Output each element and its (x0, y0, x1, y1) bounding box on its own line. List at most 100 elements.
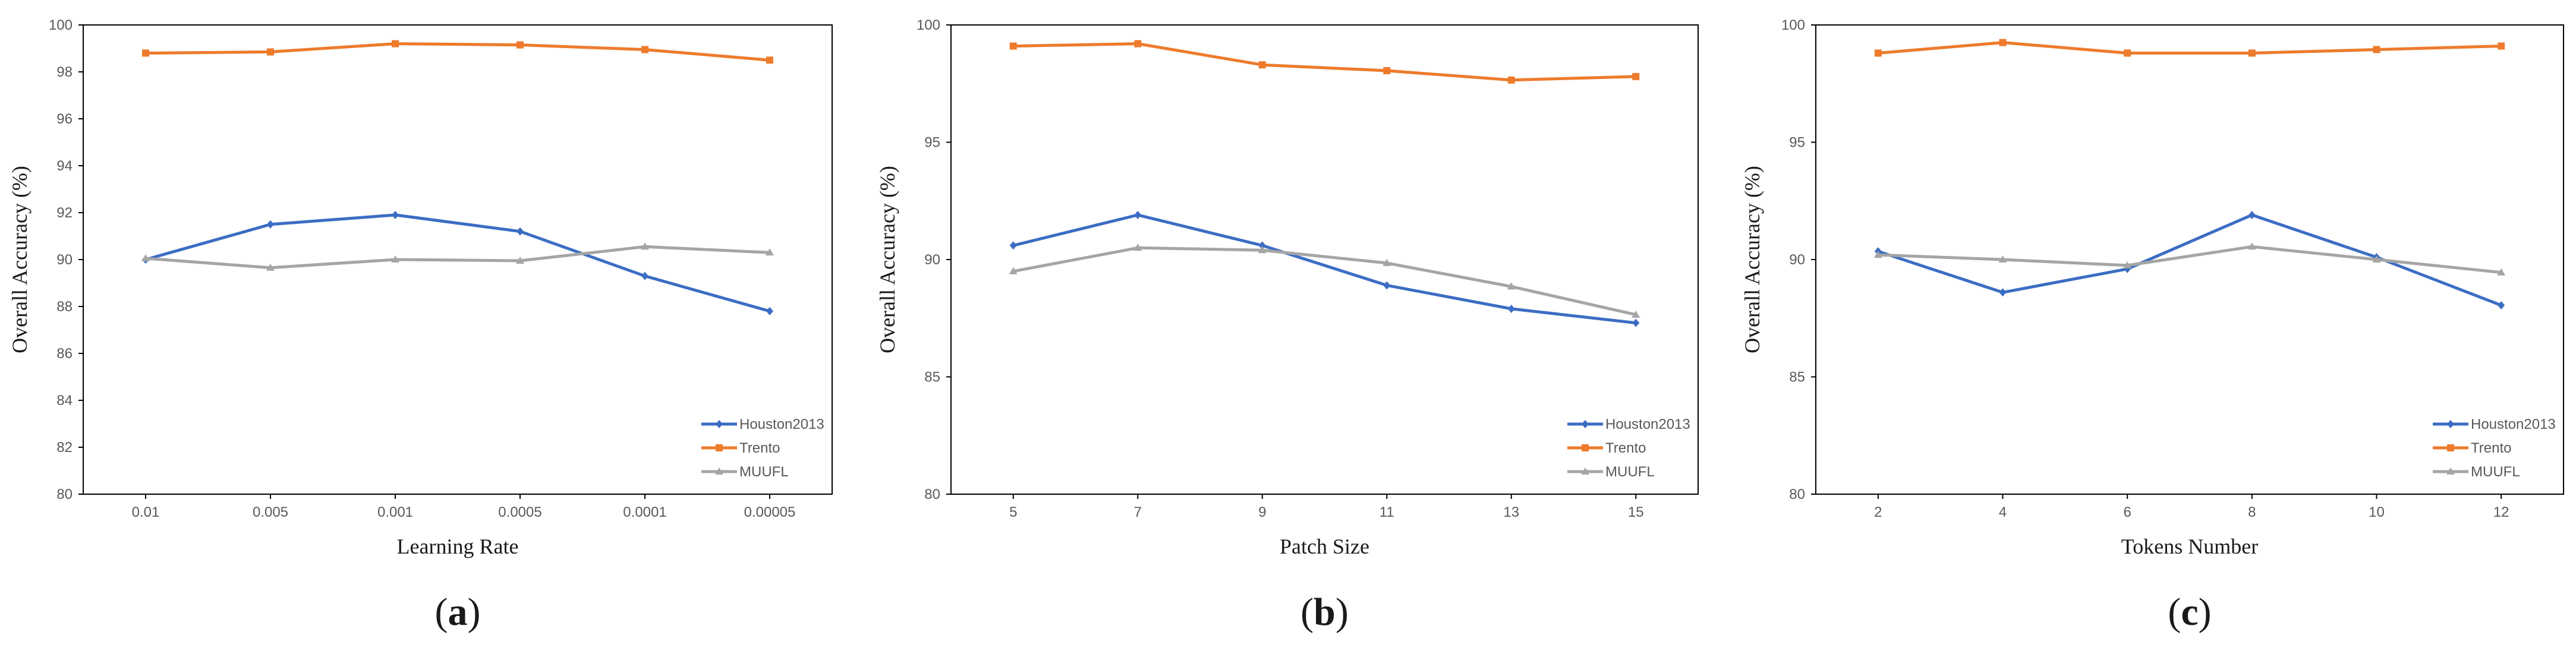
legend-label: MUUFL (2471, 464, 2520, 480)
data-point (267, 220, 274, 229)
chart-panel-b: 80 85 90 95 100 5 7 9 11 13 15 Patch Size Overall Ac… (876, 17, 1699, 634)
legend-marker (2447, 444, 2454, 451)
data-point (517, 227, 524, 236)
data-point (392, 210, 399, 219)
data-point (766, 56, 773, 64)
x-tick-label: 10 (2369, 504, 2385, 520)
data-point (1134, 40, 1142, 48)
panel-label-letter: b (1314, 590, 1336, 634)
panel-label-close: ) (468, 590, 481, 634)
x-tick-label: 13 (1503, 504, 1519, 520)
legend-label: Houston2013 (2471, 416, 2556, 432)
legend-label: Houston2013 (739, 416, 824, 432)
legend-marker (716, 444, 723, 451)
legend-marker (716, 420, 723, 428)
panel-label-letter: c (2181, 590, 2198, 634)
data-point (2372, 255, 2381, 263)
series-houston2013 (1874, 210, 2505, 310)
data-point (1507, 76, 1515, 84)
y-tick-label: 80 (56, 486, 73, 502)
series-line (145, 42, 770, 62)
series-line (145, 213, 770, 313)
data-point (2248, 210, 2256, 219)
data-point (1383, 67, 1391, 75)
x-tick-label: 15 (1628, 504, 1644, 520)
x-tick-label: 8 (2248, 504, 2256, 520)
x-tick-label: 7 (1134, 504, 1142, 520)
legend-marker (2447, 420, 2454, 428)
data-point (641, 46, 648, 53)
data-point (1258, 61, 1266, 69)
data-point (1632, 310, 1640, 318)
data-point (2124, 49, 2131, 57)
x-axis-title: Tokens Number (2121, 535, 2258, 558)
panel-label-letter: a (448, 590, 468, 634)
y-tick-label: 85 (924, 369, 940, 385)
data-point (2247, 242, 2256, 250)
x-tick-label: 0.001 (377, 504, 413, 520)
x-tick-label: 0.005 (253, 504, 288, 520)
data-point (1507, 304, 1515, 313)
y-tick-label: 80 (1789, 486, 1805, 502)
y-tick-label: 96 (56, 111, 73, 127)
chart-panel-a: 80 82 84 86 88 90 92 94 96 98 100 0.01 0.005 0.001 0.0… (8, 17, 833, 634)
legend-marker (2446, 467, 2455, 475)
legend-marker (1582, 444, 1589, 451)
legend-marker (715, 467, 723, 475)
data-point (1009, 267, 1018, 274)
series-line (1013, 246, 1636, 317)
data-point (1009, 241, 1017, 250)
data-point (2497, 268, 2506, 276)
data-point (766, 306, 773, 315)
data-point (1507, 282, 1516, 290)
legend-label: Trento (2471, 440, 2511, 456)
legend-marker (1582, 420, 1589, 428)
series-line (1878, 245, 2502, 274)
x-axis-title: Patch Size (1280, 535, 1369, 558)
panel-label-close: ) (1336, 590, 1349, 634)
x-tick-label: 11 (1380, 504, 1394, 520)
legend-label: Houston2013 (1605, 416, 1690, 432)
panel-label-open: ( (435, 590, 448, 634)
x-tick-label: 9 (1258, 504, 1266, 520)
panel-label-close: ) (2199, 590, 2212, 634)
panel-label: (c) (2168, 590, 2211, 634)
legend: Houston2013 Trento MUUFL (701, 416, 824, 480)
x-tick-label: 5 (1009, 504, 1017, 520)
series-trento (1874, 39, 2505, 57)
y-tick-label: 100 (49, 17, 73, 33)
data-point (141, 254, 150, 262)
y-axis-title: Overall Accuracy (%) (8, 166, 32, 353)
y-tick-label: 86 (56, 346, 73, 362)
data-point (1999, 39, 2007, 46)
series-line (1878, 41, 2502, 55)
y-tick-label: 82 (56, 440, 73, 456)
data-point (1009, 42, 1017, 50)
data-point (267, 48, 274, 56)
x-tick-label: 4 (1999, 504, 2007, 520)
x-tick-label: 2 (1874, 504, 1882, 520)
x-tick-label: 0.0005 (498, 504, 541, 520)
series-line (1878, 213, 2502, 307)
series-houston2013 (1009, 210, 1640, 327)
data-point (1134, 210, 1142, 219)
panel-label-open: ( (1300, 590, 1314, 634)
y-tick-label: 100 (1781, 17, 1805, 33)
data-point (1383, 258, 1391, 266)
panel-label-open: ( (2168, 590, 2181, 634)
data-point (2498, 42, 2505, 50)
y-tick-label: 92 (56, 205, 73, 221)
x-tick-label: 12 (2493, 504, 2509, 520)
data-point (1133, 244, 1142, 251)
legend-label: MUUFL (1605, 464, 1655, 480)
y-tick-label: 85 (1789, 369, 1805, 385)
data-point (392, 40, 399, 48)
series-trento (1009, 40, 1640, 84)
data-point (1258, 246, 1267, 254)
data-point (2373, 46, 2380, 53)
series-trento (142, 40, 773, 64)
series-line (1013, 213, 1636, 325)
data-point (1999, 288, 2007, 297)
x-tick-label: 0.01 (132, 504, 160, 520)
